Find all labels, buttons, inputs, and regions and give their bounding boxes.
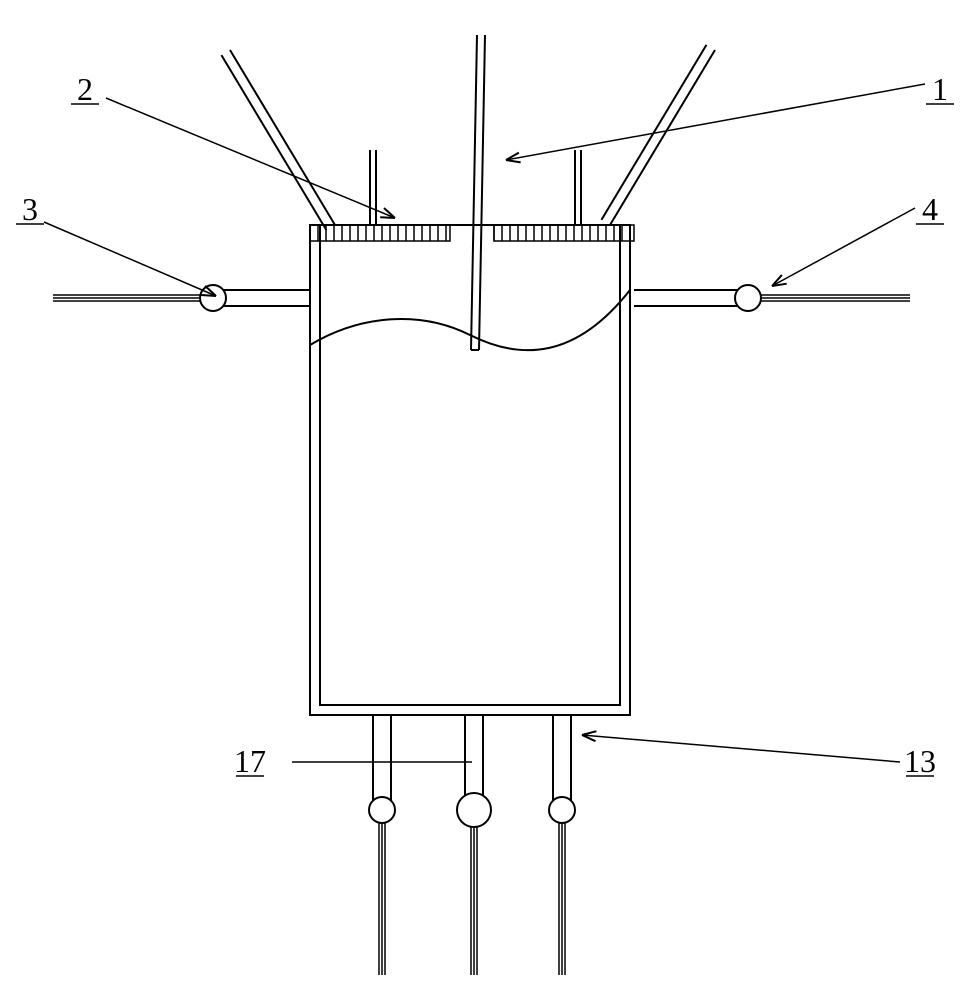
callout-label-4: 4 [922,191,938,227]
callout-label-13: 13 [904,743,936,779]
callout-label-1: 1 [932,71,948,107]
callout-label-2: 2 [77,71,93,107]
callout-label-17: 17 [234,743,266,779]
callout-label-3: 3 [22,191,38,227]
